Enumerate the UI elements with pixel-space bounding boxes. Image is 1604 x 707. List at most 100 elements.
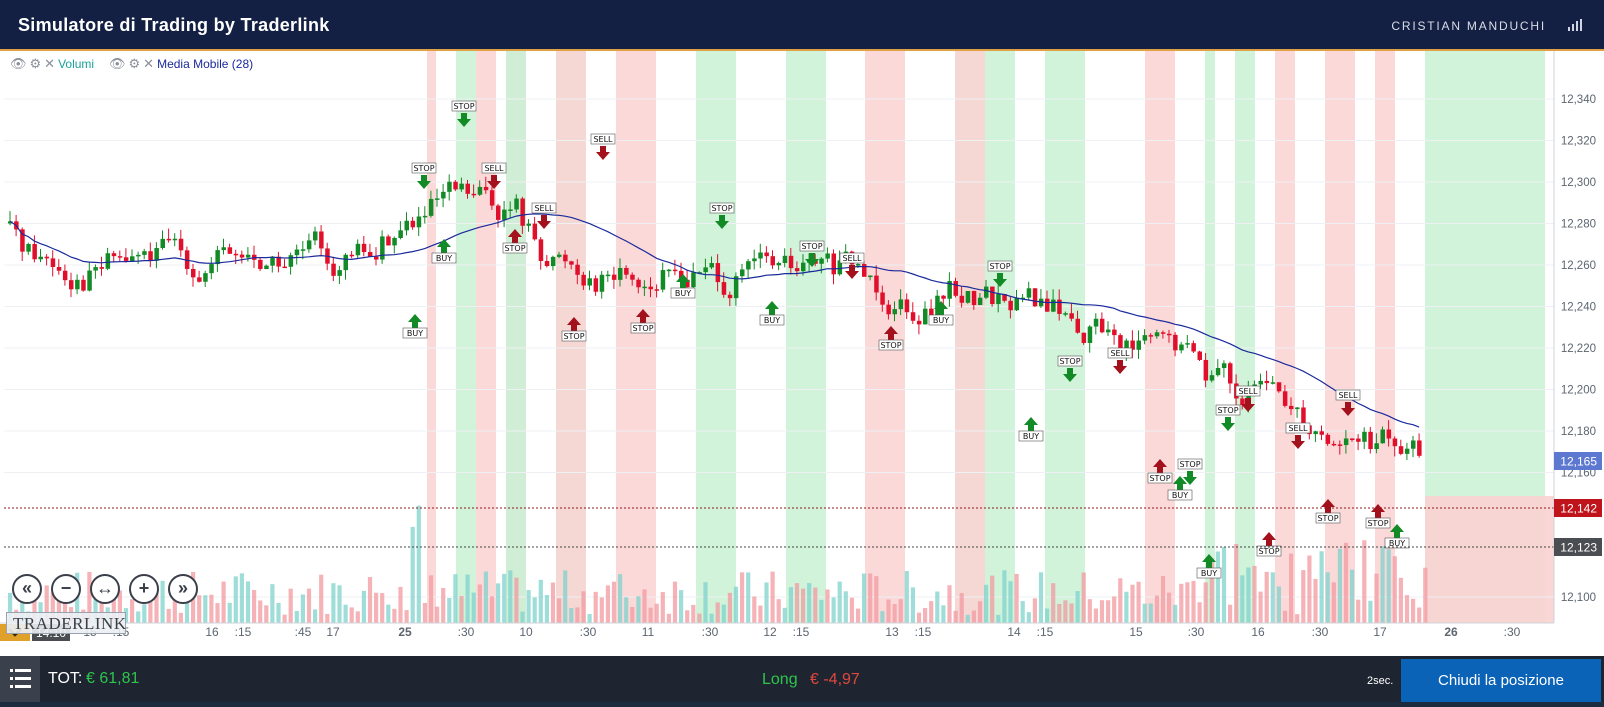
marker-label: STOP	[504, 244, 525, 253]
scroll-first-button[interactable]: «	[12, 574, 42, 604]
volume-bar	[477, 584, 482, 623]
zoom-out-button[interactable]: −	[51, 574, 81, 604]
volume-bar	[599, 597, 604, 623]
time-tick-label: :30	[1504, 625, 1521, 639]
marker-label: SELL	[484, 164, 504, 173]
marker-label: SELL	[1238, 387, 1258, 396]
close-position-button[interactable]: Chiudi la posizione	[1401, 659, 1601, 702]
volume-bar	[1112, 596, 1117, 623]
volume-bar	[1276, 586, 1281, 623]
marker-label-box	[709, 202, 735, 214]
volume-bar	[1313, 578, 1318, 623]
bearish-candle	[1112, 329, 1117, 336]
gear-icon[interactable]: ⚙	[29, 56, 42, 71]
time-tick-label: 10	[519, 625, 533, 639]
volume-bar	[270, 584, 275, 623]
volume-bar	[1069, 603, 1074, 623]
user-name[interactable]: CRISTIAN MANDUCHI	[1391, 19, 1546, 33]
bearish-candle	[62, 270, 68, 281]
marker-label: SELL	[534, 204, 554, 213]
volume-bar	[1380, 546, 1385, 623]
marker-label: STOP	[1059, 357, 1080, 366]
ma-indicator-label[interactable]: Media Mobile (28)	[157, 57, 254, 71]
volume-bar	[343, 604, 348, 623]
bearish-candle	[1002, 294, 1007, 301]
volume-bar	[447, 598, 452, 623]
ma-indicator-controls: 👁 ⚙ ✕ Media Mobile (28)	[109, 57, 253, 71]
bullish-candle	[1252, 384, 1257, 387]
volume-bar	[672, 581, 678, 623]
arrow-up-icon	[1321, 499, 1335, 513]
bearish-candle	[532, 223, 538, 240]
bearish-candle	[1319, 431, 1324, 435]
bearish-candle	[197, 277, 202, 282]
volume-bar	[593, 591, 598, 623]
bullish-candle	[93, 267, 98, 271]
signal-icon[interactable]	[1568, 19, 1582, 31]
bullish-candle	[1313, 431, 1318, 435]
volume-bar	[514, 577, 519, 623]
bearish-candle	[630, 274, 635, 280]
volume-bar	[99, 584, 104, 623]
bullish-candle	[758, 252, 763, 259]
volume-bar	[483, 571, 488, 623]
volume-indicator-label[interactable]: Volumi	[58, 57, 95, 71]
bullish-candle	[1014, 297, 1019, 311]
time-tick-label: :30	[458, 625, 475, 639]
volume-bar	[782, 607, 787, 623]
scroll-last-button[interactable]: »	[168, 574, 198, 604]
volume-bar	[178, 612, 183, 623]
fit-button[interactable]: ↔	[90, 574, 120, 604]
bullish-candle	[422, 215, 428, 218]
volume-bar	[1179, 583, 1184, 623]
bullish-candle	[337, 270, 342, 276]
bullish-candle	[1087, 326, 1093, 343]
chart-canvas[interactable]: BUYSTOPBUYSTOPSELLSTOPSELLSTOPSELLSTOPBU…	[0, 51, 1604, 656]
close-icon[interactable]: ✕	[44, 56, 56, 71]
buy-marker: BUY	[1196, 554, 1222, 579]
bullish-candle	[1136, 340, 1141, 350]
time-tick-label: :30	[1312, 625, 1329, 639]
volume-bar	[538, 579, 543, 623]
eye-icon[interactable]: 👁	[109, 56, 126, 71]
marker-label: SELL	[593, 135, 613, 144]
price-axis: 12,340 12,320 12,300 12,280 12,260 12,240 12,2…	[1553, 51, 1602, 623]
bearish-candle	[184, 250, 190, 269]
volume-bar	[990, 575, 995, 623]
close-icon[interactable]: ✕	[143, 56, 155, 71]
gear-icon[interactable]: ⚙	[128, 56, 141, 71]
volume-bar	[685, 610, 690, 623]
menu-button[interactable]	[0, 656, 40, 702]
volume-bar	[349, 607, 354, 623]
stop-marker: STOP	[411, 162, 437, 189]
price-chart[interactable]: BUY STOP BUY STOP SELL STOP SELL STOP SELL STOP BU…	[0, 51, 1604, 656]
time-tick-label: :15	[235, 625, 252, 639]
bullish-candle	[984, 286, 989, 298]
marker-label: STOP	[1217, 406, 1238, 415]
bullish-candle	[892, 309, 897, 315]
volume-bar	[331, 583, 336, 623]
volume-bar	[916, 612, 922, 623]
volume-bar	[733, 586, 739, 623]
bullish-candle	[1215, 368, 1221, 376]
bearish-candle	[538, 239, 544, 262]
bullish-candle	[130, 256, 135, 261]
time-tick-label: 25	[398, 625, 412, 639]
bullish-candle	[855, 264, 861, 266]
volume-bar	[1038, 572, 1044, 623]
volume-bar	[746, 572, 751, 623]
volume-bar	[50, 592, 55, 623]
volume-bar	[1386, 549, 1391, 623]
sell-marker: SELL	[1285, 422, 1311, 449]
volume-bar	[32, 588, 37, 623]
eye-icon[interactable]: 👁	[10, 56, 27, 71]
volume-bar	[837, 581, 842, 623]
volume-bar	[569, 608, 574, 623]
marker-label-box	[987, 260, 1013, 272]
zoom-in-button[interactable]: +	[129, 574, 159, 604]
bearish-candle	[471, 193, 477, 196]
stop-marker: STOP	[561, 317, 587, 342]
bearish-candle	[123, 257, 129, 261]
arrow-up-icon	[934, 301, 948, 315]
volume-bar	[965, 614, 970, 623]
